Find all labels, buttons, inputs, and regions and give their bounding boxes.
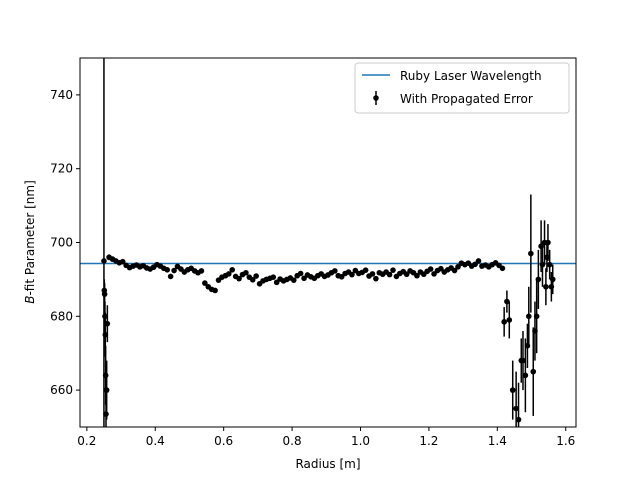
y-axis: 660 680 700 720 740 bbox=[50, 88, 80, 397]
data-point bbox=[290, 277, 297, 283]
data-point bbox=[522, 372, 529, 379]
x-axis-label: Radius [m] bbox=[295, 457, 360, 471]
data-point bbox=[520, 357, 526, 364]
legend-label-reference: Ruby Laser Wavelength bbox=[400, 69, 542, 83]
data-point bbox=[544, 254, 550, 261]
data-point bbox=[535, 276, 542, 283]
data-point bbox=[546, 261, 553, 268]
data-point bbox=[198, 268, 205, 274]
data-point bbox=[167, 273, 174, 280]
data-point bbox=[236, 275, 242, 282]
data-point bbox=[243, 269, 249, 276]
data-point bbox=[455, 264, 461, 270]
data-point bbox=[226, 271, 232, 277]
y-tick-label: 720 bbox=[50, 162, 73, 176]
data-point bbox=[297, 270, 304, 277]
data-point bbox=[270, 274, 277, 280]
data-point bbox=[249, 276, 256, 283]
x-tick-label: 1.6 bbox=[556, 434, 575, 448]
data-point bbox=[525, 313, 532, 320]
x-tick-label: 1.4 bbox=[488, 434, 507, 448]
data-point bbox=[543, 283, 549, 290]
data-point bbox=[202, 280, 208, 286]
data-point bbox=[513, 405, 519, 412]
legend: Ruby Laser Wavelength With Propagated Er… bbox=[354, 62, 570, 114]
data-point bbox=[427, 266, 434, 272]
data-point bbox=[104, 320, 111, 327]
data-point bbox=[119, 258, 126, 265]
y-axis-label: B-fit Parameter [nm] bbox=[23, 180, 37, 304]
data-point bbox=[373, 275, 379, 282]
legend-point-marker bbox=[373, 95, 379, 101]
data-point bbox=[530, 368, 537, 375]
y-axis-label-italic: B bbox=[23, 296, 37, 304]
data-point bbox=[509, 387, 516, 393]
data-point bbox=[101, 258, 107, 264]
x-axis: 0.2 0.4 0.6 0.8 1.0 1.2 1.4 1.6 bbox=[77, 427, 575, 448]
data-point bbox=[504, 298, 510, 305]
data-point bbox=[101, 291, 108, 297]
x-tick-label: 0.6 bbox=[214, 434, 233, 448]
data-point bbox=[533, 313, 540, 320]
plot-area bbox=[80, 58, 576, 427]
x-tick-label: 0.8 bbox=[283, 434, 302, 448]
data-point bbox=[103, 387, 110, 393]
y-axis-label-rest: -fit Parameter [nm] bbox=[23, 180, 37, 295]
x-tick-label: 0.2 bbox=[77, 434, 96, 448]
data-point bbox=[545, 239, 551, 246]
data-point bbox=[229, 267, 236, 273]
data-point bbox=[549, 276, 556, 283]
data-point bbox=[386, 271, 393, 278]
data-point bbox=[528, 250, 534, 257]
data-point bbox=[390, 267, 396, 273]
x-tick-label: 1.2 bbox=[419, 434, 438, 448]
data-point bbox=[332, 268, 338, 274]
x-tick-label: 1.0 bbox=[351, 434, 370, 448]
data-point bbox=[451, 267, 458, 274]
data-point bbox=[369, 271, 376, 277]
x-tick-label: 0.4 bbox=[146, 434, 165, 448]
legend-label-series: With Propagated Error bbox=[400, 92, 533, 106]
data-point bbox=[349, 271, 355, 278]
data-point bbox=[506, 317, 513, 323]
data-point bbox=[414, 272, 420, 279]
y-tick-label: 700 bbox=[50, 236, 73, 250]
data-point bbox=[475, 258, 482, 264]
data-point bbox=[362, 267, 369, 273]
y-tick-label: 740 bbox=[50, 88, 73, 102]
data-point bbox=[171, 267, 177, 274]
data-point bbox=[253, 273, 259, 279]
legend-box bbox=[354, 62, 570, 114]
data-point bbox=[501, 319, 507, 325]
data-point bbox=[499, 265, 506, 272]
data-point bbox=[212, 287, 218, 294]
y-tick-label: 660 bbox=[50, 383, 73, 397]
data-point bbox=[164, 267, 171, 273]
y-tick-label: 680 bbox=[50, 309, 73, 323]
data-point bbox=[515, 416, 522, 423]
